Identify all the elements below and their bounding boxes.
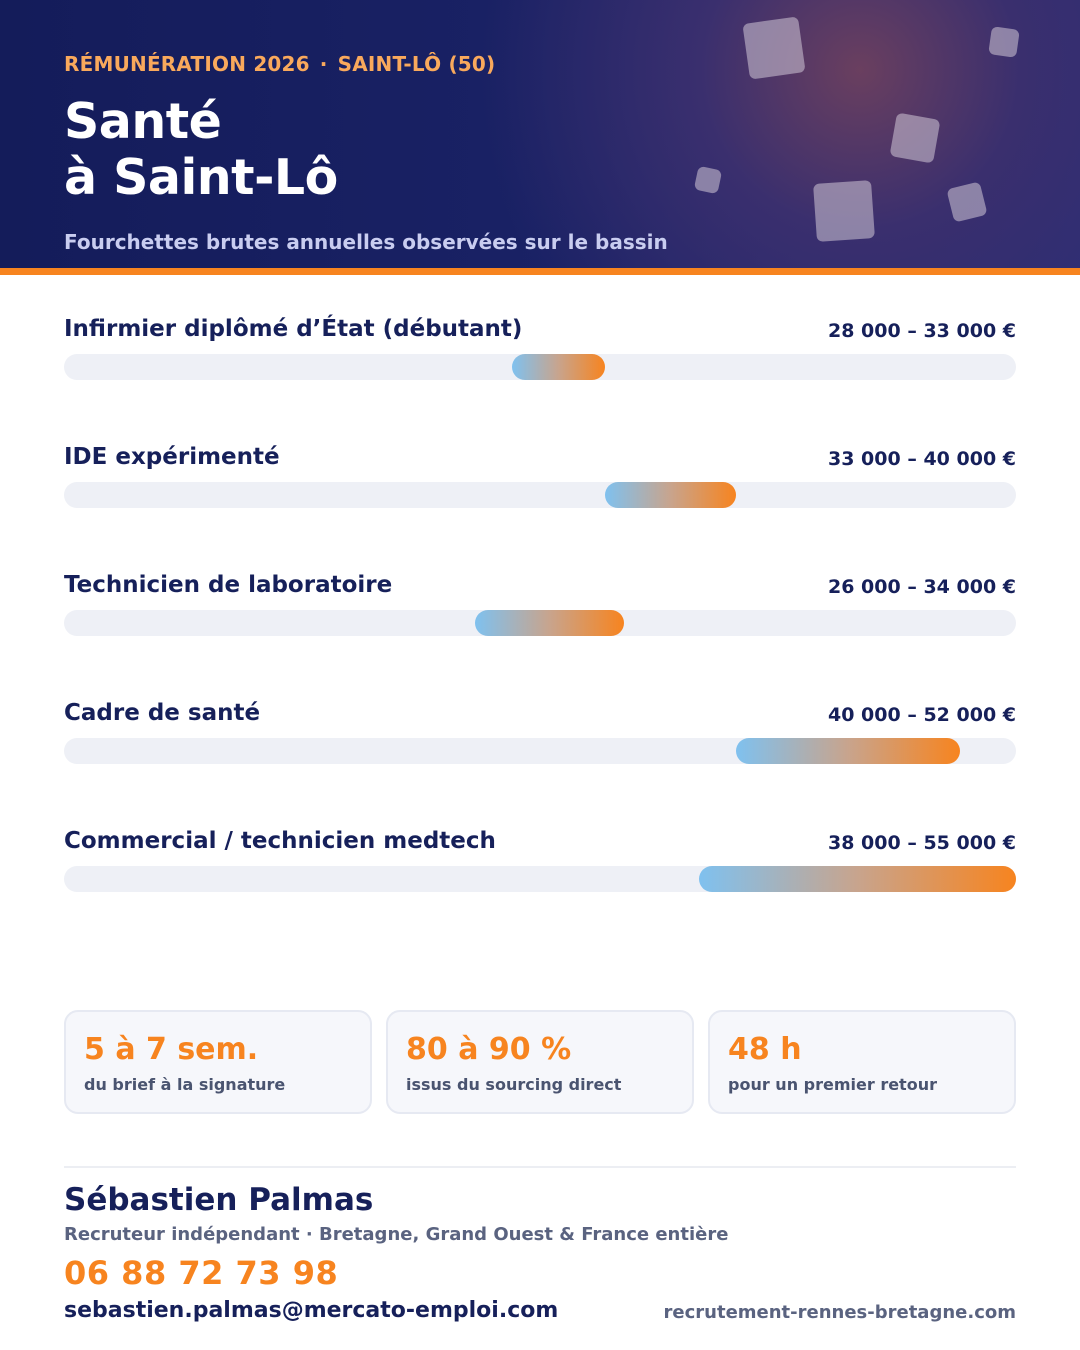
salary-row: Commercial / technicien medtech 38 000 – … — [64, 822, 1016, 902]
salary-row-label: IDE expérimenté — [64, 444, 280, 470]
decorative-square — [693, 165, 723, 195]
salary-range-track — [64, 738, 1016, 764]
salary-row: Infirmier diplômé d’État (débutant) 28 00… — [64, 310, 1016, 390]
salary-row-label: Commercial / technicien medtech — [64, 828, 496, 854]
salary-row-label: Technicien de laboratoire — [64, 572, 393, 598]
stat-value: 5 à 7 sem. — [84, 1032, 259, 1067]
salary-range-bar — [512, 354, 606, 380]
page-subtitle: Fourchettes brutes annuelles observées s… — [64, 230, 668, 254]
kicker-topic: RÉMUNÉRATION 2026 — [64, 52, 310, 76]
decorative-square — [813, 180, 875, 242]
salary-row-label: Cadre de santé — [64, 700, 261, 726]
stat-card: 48 h pour un premier retour — [708, 1010, 1016, 1114]
decorative-square — [742, 16, 806, 80]
salary-row-range: 26 000 – 34 000 € — [828, 576, 1016, 598]
kicker-location: SAINT-LÔ (50) — [337, 52, 496, 76]
salary-range-bar — [736, 738, 960, 764]
contact-email-link[interactable]: sebastien.palmas@mercato-emploi.com — [64, 1298, 559, 1323]
stat-value: 80 à 90 % — [406, 1032, 572, 1067]
stat-card: 80 à 90 % issus du sourcing direct — [386, 1010, 694, 1114]
kicker-separator: · — [319, 52, 328, 76]
page-title: Santé à Saint-Lô — [64, 94, 338, 206]
stats-row: 5 à 7 sem. du brief à la signature 80 à … — [64, 1010, 1016, 1114]
salary-range-track — [64, 482, 1016, 508]
salary-row: IDE expérimenté 33 000 – 40 000 € — [64, 438, 1016, 518]
salary-row-range: 38 000 – 55 000 € — [828, 832, 1016, 854]
stat-caption: pour un premier retour — [728, 1075, 937, 1094]
footer-divider — [64, 1166, 1016, 1168]
salary-range-track — [64, 866, 1016, 892]
header-kicker: RÉMUNÉRATION 2026 · SAINT-LÔ (50) — [64, 52, 495, 76]
header-accent-stripe — [0, 268, 1080, 275]
salary-range-track — [64, 610, 1016, 636]
hero-header: RÉMUNÉRATION 2026 · SAINT-LÔ (50) Santé à … — [0, 0, 1080, 268]
decorative-square — [946, 181, 988, 223]
decorative-square — [889, 112, 941, 164]
contact-website-link[interactable]: recrutement-rennes-bretagne.com — [663, 1302, 1016, 1323]
title-line-1: Santé — [64, 93, 222, 150]
salary-row: Cadre de santé 40 000 – 52 000 € — [64, 694, 1016, 774]
contact-role: Recruteur indépendant · Bretagne, Grand … — [64, 1224, 729, 1245]
decorative-square — [988, 26, 1020, 58]
contact-name: Sébastien Palmas — [64, 1182, 374, 1218]
stat-caption: du brief à la signature — [84, 1075, 286, 1094]
contact-phone-link[interactable]: 06 88 72 73 98 — [64, 1254, 339, 1292]
stat-card: 5 à 7 sem. du brief à la signature — [64, 1010, 372, 1114]
salary-row-range: 33 000 – 40 000 € — [828, 448, 1016, 470]
salary-range-bar — [605, 482, 736, 508]
title-line-2: à Saint-Lô — [64, 149, 338, 206]
salary-range-bar — [698, 866, 1016, 892]
stat-caption: issus du sourcing direct — [406, 1075, 622, 1094]
salary-row-label: Infirmier diplômé d’État (débutant) — [64, 316, 523, 342]
salary-range-bar — [474, 610, 624, 636]
salary-range-track — [64, 354, 1016, 380]
salary-row: Technicien de laboratoire 26 000 – 34 000… — [64, 566, 1016, 646]
stat-value: 48 h — [728, 1032, 802, 1067]
salary-row-range: 28 000 – 33 000 € — [828, 320, 1016, 342]
salary-row-range: 40 000 – 52 000 € — [828, 704, 1016, 726]
